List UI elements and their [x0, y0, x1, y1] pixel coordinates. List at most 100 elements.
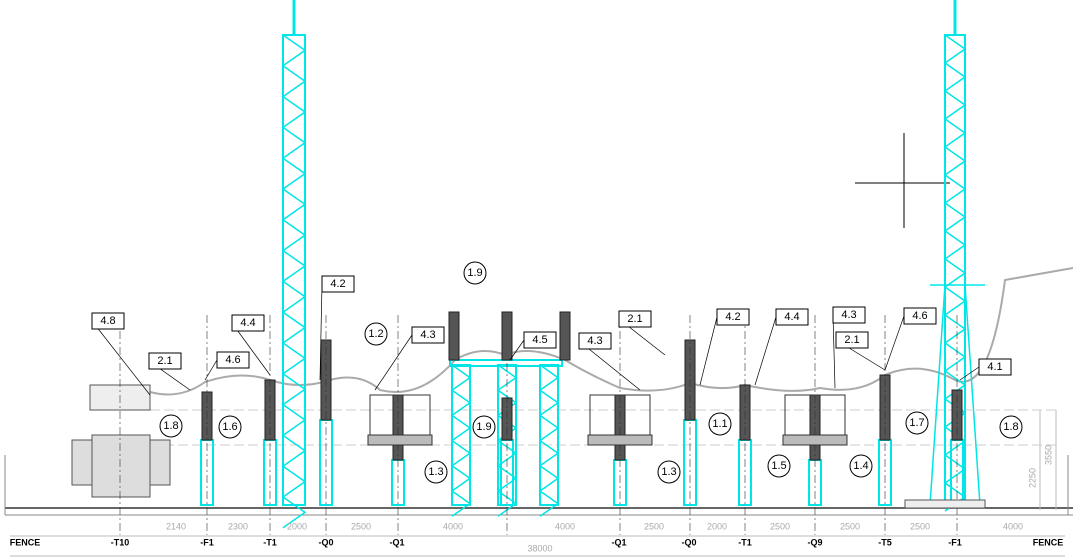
leader: [204, 359, 218, 381]
tower-lattice: [451, 364, 472, 517]
item-label: 1.5: [771, 460, 786, 472]
leader: [91, 320, 151, 396]
callout-box: [91, 312, 125, 330]
callout-box: [775, 308, 809, 326]
bay-label: -T10: [111, 537, 130, 547]
bay-label: -Q1: [611, 537, 626, 547]
item-circle: [159, 414, 183, 438]
leader: [374, 334, 413, 391]
item-label: 1.3: [661, 466, 676, 478]
gantry-beam: [449, 359, 563, 367]
callout-box: [148, 352, 182, 370]
transformer-tank: [91, 434, 151, 498]
callout-box: [523, 331, 557, 349]
callout-box: [903, 307, 937, 325]
leader: [832, 314, 836, 389]
item-circle: [657, 460, 681, 484]
callout-box: [411, 326, 445, 344]
item-circle: [472, 415, 496, 439]
dimension: 38000: [527, 543, 552, 553]
dimension: 2500: [351, 521, 371, 531]
item-circle: [463, 261, 487, 285]
callout-box: [321, 275, 355, 293]
callout-box: [978, 358, 1012, 376]
tower-lattice: [282, 34, 307, 529]
dimension: 2500: [770, 521, 790, 531]
leader: [319, 283, 323, 381]
item-label: 1.7: [909, 417, 924, 429]
callout-box: [231, 314, 265, 332]
callout-box: [716, 308, 750, 326]
bay-label: -T1: [263, 537, 277, 547]
callout-label: 4.4: [240, 317, 255, 329]
leader: [699, 316, 718, 386]
item-circle: [905, 411, 929, 435]
dimension: 2140: [166, 521, 186, 531]
item-label: 1.4: [853, 460, 868, 472]
surge-arrester: [448, 311, 460, 361]
callout-label: 4.5: [532, 334, 547, 346]
bay-label: FENCE: [10, 537, 41, 547]
dimension: 4000: [443, 521, 463, 531]
callout-label: 4.8: [100, 315, 115, 327]
item-label: 1.8: [163, 420, 178, 432]
item-label: 1.1: [712, 418, 727, 430]
leader: [231, 322, 271, 376]
callout-box: [216, 351, 250, 369]
callout-label: 2.1: [627, 313, 642, 325]
surge-arrester: [559, 311, 571, 361]
bay-label: -Q0: [318, 537, 333, 547]
dimension: 2500: [644, 521, 664, 531]
dimension: 2300: [228, 521, 248, 531]
callout-box: [832, 306, 866, 324]
surge-arrester: [501, 311, 513, 361]
crosshair: [855, 133, 950, 228]
item-label: 1.9: [476, 421, 491, 433]
breaker-base: [782, 434, 848, 446]
callout-label: 4.6: [225, 354, 240, 366]
bay-label: -F1: [200, 537, 214, 547]
callout-label: 4.2: [330, 278, 345, 290]
item-label: 1.2: [368, 328, 383, 340]
dimension: 2000: [287, 521, 307, 531]
item-label: 1.9: [467, 267, 482, 279]
dimension: 4000: [555, 521, 575, 531]
leader: [959, 366, 980, 381]
transformer-radiator: [71, 439, 93, 486]
callout-label: 4.3: [420, 329, 435, 341]
item-circle: [767, 454, 791, 478]
item-circle: [424, 460, 448, 484]
callout-label: 4.1: [987, 361, 1002, 373]
item-circle: [999, 415, 1023, 439]
callout-label: 4.4: [784, 311, 799, 323]
dimension: 3550: [1043, 445, 1053, 465]
callout-box: [578, 332, 612, 350]
bay-label: -Q9: [807, 537, 822, 547]
bay-label: -T5: [878, 537, 892, 547]
item-circle: [218, 415, 242, 439]
item-label: 1.6: [222, 421, 237, 433]
leader: [884, 315, 905, 371]
dimension: 2000: [707, 521, 727, 531]
conductor: [149, 267, 1073, 396]
tower: [282, 34, 306, 506]
dimension: 4000: [1003, 521, 1023, 531]
leader: [754, 316, 777, 386]
callout-label: 2.1: [844, 334, 859, 346]
tower-leg: [929, 284, 985, 506]
item-circle: [364, 322, 388, 346]
transformer-radiator: [149, 439, 171, 486]
dimension: 2500: [910, 521, 930, 531]
leader: [509, 339, 525, 361]
bay-label: -Q0: [681, 537, 696, 547]
bay-label: FENCE: [1033, 537, 1064, 547]
item-label: 1.8: [1003, 421, 1018, 433]
callout-label: 4.3: [587, 335, 602, 347]
bay-label: -F1: [948, 537, 962, 547]
callout-label: 4.2: [725, 311, 740, 323]
callout-box: [835, 331, 869, 349]
tower-lattice: [944, 34, 967, 512]
bay-label: -T1: [738, 537, 752, 547]
item-label: 1.3: [428, 466, 443, 478]
